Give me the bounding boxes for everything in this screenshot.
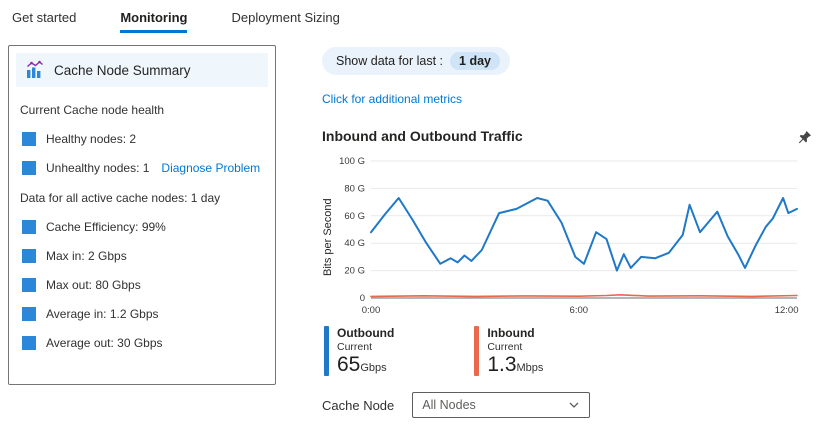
traffic-chart-block: Inbound and Outbound Traffic Bits per Se… — [322, 128, 816, 419]
svg-text:0:00: 0:00 — [362, 305, 381, 316]
y-axis-label: Bits per Second — [322, 198, 334, 276]
cache-node-selector-row: Cache Node All Nodes — [322, 392, 816, 419]
stat-square-icon — [22, 220, 36, 234]
cache-efficiency-label: Cache Efficiency: 99% — [46, 220, 166, 234]
tab-monitoring[interactable]: Monitoring — [120, 10, 188, 33]
show-data-value: 1 day — [450, 52, 500, 70]
legend-outbound-sub: Current — [337, 341, 373, 353]
cache-node-label: Cache Node — [322, 397, 395, 413]
legend-inbound-value: 1.3Mbps — [487, 353, 544, 376]
card-header: Cache Node Summary — [16, 53, 268, 87]
svg-text:0: 0 — [360, 293, 365, 304]
tab-bar: Get started Monitoring Deployment Sizing — [0, 0, 824, 33]
average-out-label: Average out: 30 Gbps — [46, 336, 163, 350]
svg-text:60 G: 60 G — [344, 211, 365, 222]
max-out-label: Max out: 80 Gbps — [46, 278, 141, 292]
show-data-label: Show data for last : — [336, 54, 444, 68]
inbound-color-bar — [474, 326, 480, 377]
stat-square-icon — [22, 278, 36, 292]
stat-square-icon — [22, 161, 36, 175]
monitoring-page: Get started Monitoring Deployment Sizing — [0, 0, 824, 419]
chevron-down-icon — [568, 398, 580, 412]
cache-node-dropdown[interactable]: All Nodes — [412, 392, 591, 419]
outbound-current-value: 65 — [337, 353, 361, 376]
monitoring-panel: Show data for last : 1 day Click for add… — [322, 45, 816, 419]
chart-area: Bits per Second 100 G 80 G 60 G 40 G 20 G 0 0:… — [322, 156, 816, 318]
show-data-range-pill[interactable]: Show data for last : 1 day — [322, 47, 510, 75]
average-in-label: Average in: 1.2 Gbps — [46, 307, 159, 321]
chart-legend: Outbound Current 65Gbps Inbound Current — [324, 326, 816, 377]
unhealthy-nodes-row: Unhealthy nodes: 1 Diagnose Problem — [22, 161, 262, 175]
average-out-row: Average out: 30 Gbps — [22, 336, 262, 350]
average-in-row: Average in: 1.2 Gbps — [22, 307, 262, 321]
max-in-row: Max in: 2 Gbps — [22, 249, 262, 263]
max-out-row: Max out: 80 Gbps — [22, 278, 262, 292]
cache-node-dropdown-value: All Nodes — [422, 398, 476, 413]
data-section-label: Data for all active cache nodes: 1 day — [20, 191, 221, 205]
healthy-nodes-row: Healthy nodes: 2 — [22, 132, 262, 146]
card-title: Cache Node Summary — [54, 62, 191, 78]
diagnose-problem-link[interactable]: Diagnose Problem — [161, 161, 261, 175]
health-section-label: Current Cache node health — [20, 103, 165, 117]
chart-header: Inbound and Outbound Traffic — [322, 128, 816, 152]
traffic-line-chart[interactable]: 100 G 80 G 60 G 40 G 20 G 00:00 6:00 12:00 — [337, 156, 807, 318]
svg-text:80 G: 80 G — [344, 183, 365, 194]
pin-icon[interactable] — [795, 128, 814, 152]
svg-text:100 G: 100 G — [339, 156, 365, 167]
legend-outbound: Outbound Current 65Gbps — [324, 326, 395, 377]
chart-stats-icon — [25, 60, 45, 80]
healthy-nodes-label: Healthy nodes: 2 — [46, 132, 137, 146]
inbound-current-value: 1.3 — [487, 353, 517, 376]
cache-efficiency-row: Cache Efficiency: 99% — [22, 220, 262, 234]
stat-square-icon — [22, 132, 36, 146]
svg-text:40 G: 40 G — [344, 238, 365, 249]
svg-text:6:00: 6:00 — [570, 305, 589, 316]
max-in-label: Max in: 2 Gbps — [46, 249, 127, 263]
legend-inbound-sub: Current — [487, 341, 523, 353]
chart-title: Inbound and Outbound Traffic — [322, 128, 523, 144]
tab-deployment-sizing[interactable]: Deployment Sizing — [231, 10, 340, 25]
outbound-color-bar — [324, 326, 329, 377]
stat-square-icon — [22, 249, 36, 263]
inbound-current-unit: Mbps — [516, 362, 544, 374]
legend-inbound-name: Inbound — [487, 326, 535, 340]
tab-get-started[interactable]: Get started — [12, 10, 77, 25]
stat-square-icon — [22, 336, 36, 350]
page-content: Cache Node Summary Current Cache node he… — [0, 33, 824, 419]
svg-text:20 G: 20 G — [344, 266, 365, 277]
outbound-current-unit: Gbps — [360, 362, 387, 374]
legend-outbound-value: 65Gbps — [337, 353, 394, 376]
legend-inbound: Inbound Current 1.3Mbps — [474, 326, 544, 377]
additional-metrics-link[interactable]: Click for additional metrics — [322, 92, 463, 106]
svg-text:12:00: 12:00 — [775, 305, 799, 316]
legend-outbound-name: Outbound — [337, 326, 395, 340]
stat-square-icon — [22, 307, 36, 321]
unhealthy-nodes-label: Unhealthy nodes: 1 — [46, 161, 150, 175]
cache-node-summary-card: Cache Node Summary Current Cache node he… — [8, 45, 276, 385]
